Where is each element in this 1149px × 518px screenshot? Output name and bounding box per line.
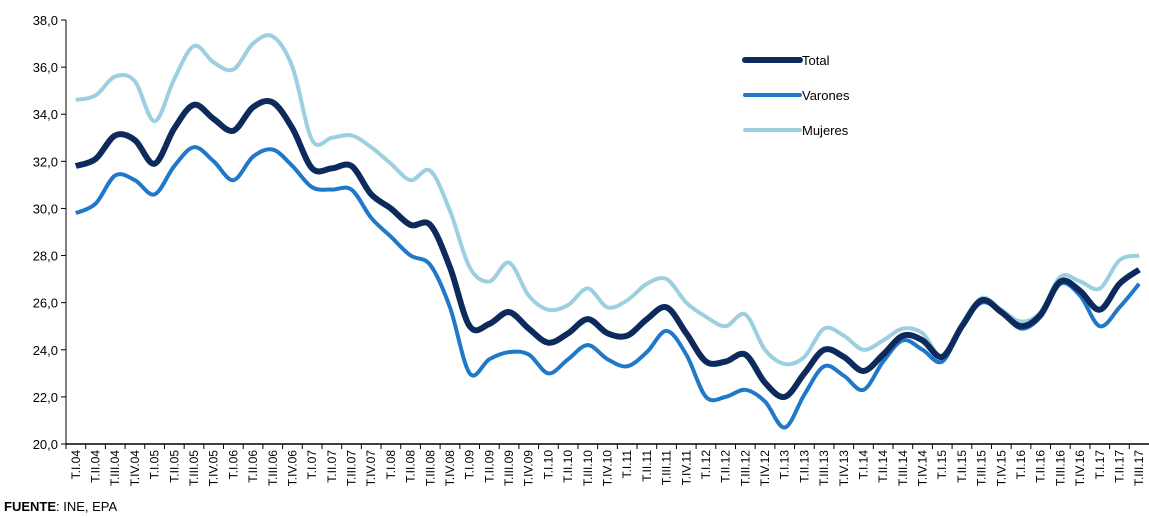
x-tick-label: T.IV.10 xyxy=(601,450,615,487)
source-label: FUENTE xyxy=(4,499,56,514)
x-tick-label: T.II.12 xyxy=(719,450,733,483)
x-tick-label: T.III.07 xyxy=(345,450,359,486)
x-tick-label: T.II.14 xyxy=(876,450,890,483)
y-tick-label: 36,0 xyxy=(33,60,58,75)
y-tick-label: 38,0 xyxy=(33,13,58,28)
x-tick-label: T.I.17 xyxy=(1093,450,1107,480)
y-tick-label: 26,0 xyxy=(33,296,58,311)
y-tick-label: 32,0 xyxy=(33,154,58,169)
x-tick-label: T.I.07 xyxy=(305,450,319,480)
y-tick-label: 34,0 xyxy=(33,107,58,122)
x-tick-label: T.IV.12 xyxy=(758,450,772,487)
series-line xyxy=(74,98,1141,401)
x-tick-label: T.I.10 xyxy=(541,450,555,480)
x-tick-label: T.II.08 xyxy=(404,450,418,483)
x-tick-label: T.I.12 xyxy=(699,450,713,480)
x-tick-label: T.IV.07 xyxy=(364,450,378,487)
y-tick-label: 22,0 xyxy=(33,390,58,405)
x-tick-label: T.III.04 xyxy=(108,450,122,486)
x-tick-label: T.II.16 xyxy=(1034,450,1048,483)
x-tick-label: T.II.07 xyxy=(325,450,339,483)
source-text: : INE, EPA xyxy=(56,499,117,514)
source: FUENTE: INE, EPA xyxy=(4,499,117,514)
x-tick-label: T.II.04 xyxy=(89,450,103,483)
x-tick-label: T.I.09 xyxy=(463,450,477,480)
x-tick-label: T.III.14 xyxy=(896,450,910,486)
x-tick-label: T.IV.15 xyxy=(994,450,1008,487)
x-tick-label: T.III.16 xyxy=(1053,450,1067,486)
y-tick-label: 20,0 xyxy=(33,437,58,452)
x-tick-label: T.IV.04 xyxy=(128,450,142,487)
x-tick-label: T.IV.05 xyxy=(207,450,221,487)
x-tick-label: T.II.05 xyxy=(167,450,181,483)
legend-label: Mujeres xyxy=(802,123,849,138)
x-tick-label: T.II.09 xyxy=(482,450,496,483)
x-tick-label: T.III.11 xyxy=(660,450,674,485)
x-tick-label: T.I.11 xyxy=(620,450,634,479)
x-tick-label: T.I.08 xyxy=(384,450,398,480)
x-tick-label: T.III.12 xyxy=(738,450,752,486)
y-tick-label: 28,0 xyxy=(33,249,58,264)
x-tick-label: T.I.13 xyxy=(778,450,792,480)
x-tick-label: T.IV.14 xyxy=(916,450,930,487)
x-tick-label: T.I.06 xyxy=(226,450,240,480)
x-tick-label: T.II.15 xyxy=(955,450,969,483)
x-tick-label: T.I.04 xyxy=(69,450,83,480)
x-tick-label: T.II.10 xyxy=(561,450,575,483)
x-tick-label: T.II.13 xyxy=(797,450,811,483)
x-tick-label: T.III.10 xyxy=(581,450,595,486)
x-tick-label: T.IV.16 xyxy=(1073,450,1087,487)
series-line xyxy=(75,33,1140,367)
x-tick-label: T.IV.06 xyxy=(285,450,299,487)
legend-label: Total xyxy=(802,53,830,68)
x-tick-label: T.III.15 xyxy=(975,450,989,486)
x-tick-label: T.IV.09 xyxy=(522,450,536,487)
x-tick-label: T.I.14 xyxy=(856,450,870,480)
x-tick-label: T.III.17 xyxy=(1132,450,1146,486)
x-tick-label: T.II.11 xyxy=(640,450,654,482)
x-tick-label: T.III.05 xyxy=(187,450,201,486)
plot: 20,0 22,0 24,0 26,0 28,0 30,0 32,0 34,0 36,0 38,0… xyxy=(33,13,1149,486)
x-tick-label: T.IV.11 xyxy=(679,450,693,486)
x-tick-label: T.II.06 xyxy=(246,450,260,483)
x-tick-label: T.II.17 xyxy=(1112,450,1126,483)
y-tick-label: 24,0 xyxy=(33,343,58,358)
legend-label: Varones xyxy=(802,88,850,103)
x-tick-label: T.I.16 xyxy=(1014,450,1028,480)
x-tick-label: T.III.09 xyxy=(502,450,516,486)
x-tick-label: T.III.13 xyxy=(817,450,831,486)
y-tick-label: 30,0 xyxy=(33,201,58,216)
x-tick-label: T.I.15 xyxy=(935,450,949,480)
x-tick-label: T.IV.08 xyxy=(443,450,457,487)
x-tick-label: T.IV.13 xyxy=(837,450,851,487)
x-tick-label: T.III.08 xyxy=(423,450,437,486)
x-tick-label: T.I.05 xyxy=(148,450,162,480)
series-line xyxy=(74,145,1141,430)
x-tick-label: T.III.06 xyxy=(266,450,280,486)
